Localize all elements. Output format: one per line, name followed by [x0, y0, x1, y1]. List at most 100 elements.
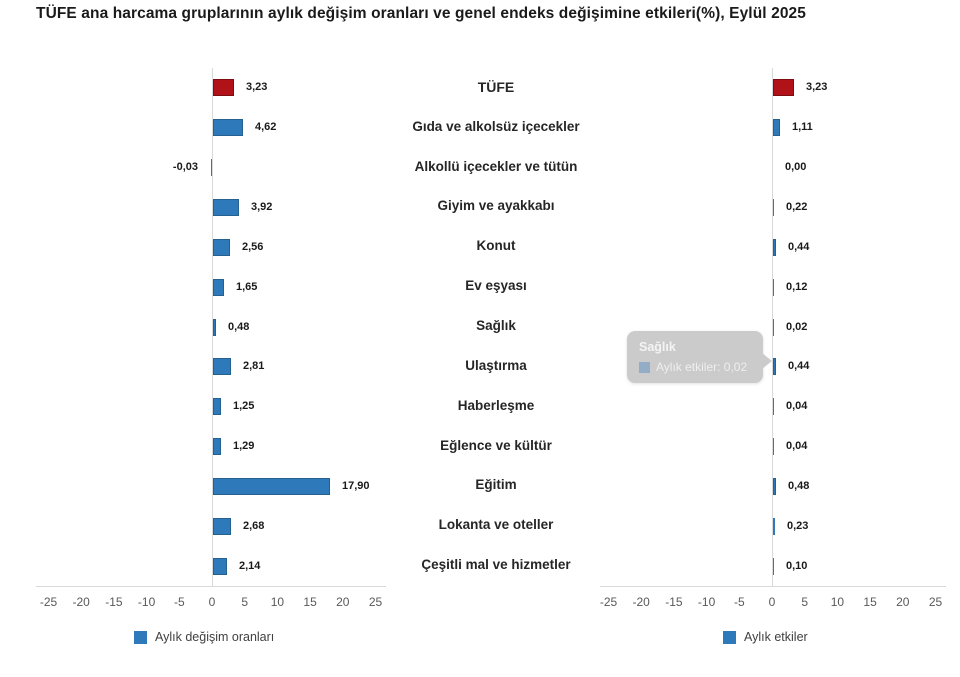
x-axis-tick-label: -10 — [697, 595, 716, 609]
category-label: Lokanta ve oteller — [438, 517, 554, 532]
x-axis-tick-label: -15 — [105, 595, 123, 609]
bar-value-label: 0,04 — [786, 400, 808, 412]
bar-value-label: 0,44 — [788, 241, 810, 253]
bar-left[interactable] — [213, 438, 221, 455]
bar-value-label: 17,90 — [342, 480, 370, 492]
category-label: Giyim ve ayakkabı — [437, 198, 555, 213]
bar-left[interactable] — [213, 199, 239, 216]
x-axis-tick-label: 20 — [896, 595, 910, 609]
bar-left[interactable] — [211, 159, 212, 176]
x-axis-tick-label: 5 — [801, 595, 809, 609]
category-label: Alkollü içecekler ve tütün — [414, 159, 578, 174]
bar-right[interactable] — [773, 279, 774, 296]
bar-value-label: 3,92 — [251, 201, 273, 213]
bar-value-label: 4,62 — [255, 121, 277, 133]
bar-value-label: 2,81 — [243, 360, 265, 372]
x-axis-tick-label: -25 — [39, 595, 58, 609]
bar-right[interactable] — [773, 438, 774, 455]
bar-value-label: 0,23 — [787, 520, 809, 532]
bar-value-label: 3,23 — [806, 81, 828, 93]
legend-label: Aylık etkiler — [744, 630, 808, 644]
legend-monthly-change[interactable]: Aylık değişim oranları — [134, 630, 274, 644]
bar-right[interactable] — [773, 358, 776, 375]
bar-left[interactable] — [213, 239, 230, 256]
x-axis-tick-label: 15 — [863, 595, 877, 609]
category-label: TÜFE — [477, 79, 515, 95]
bar-left[interactable] — [213, 119, 243, 136]
zero-gridline — [772, 68, 773, 586]
bar-right[interactable] — [773, 478, 776, 495]
category-label: Eğlence ve kültür — [440, 438, 552, 453]
bar-value-label: 1,65 — [236, 281, 258, 293]
x-axis-tick-label: -5 — [173, 595, 185, 609]
bar-value-label: 2,56 — [242, 241, 264, 253]
tooltip: Sağlık Aylık etkiler: 0,02 — [627, 331, 772, 383]
bar-right[interactable] — [773, 558, 774, 575]
bar-value-label: 0,02 — [786, 321, 808, 333]
zero-gridline — [212, 68, 213, 586]
category-label: Eğitim — [475, 477, 517, 492]
bar-left[interactable] — [213, 558, 227, 575]
bar-left[interactable] — [213, 319, 216, 336]
tooltip-row: Aylık etkiler: 0,02 — [639, 360, 751, 374]
x-axis-line — [600, 586, 946, 587]
x-axis-tick-label: 25 — [928, 595, 943, 609]
category-label: Gıda ve alkolsüz içecekler — [412, 119, 580, 134]
bar-left[interactable] — [213, 398, 221, 415]
bar-left[interactable] — [213, 358, 231, 375]
x-axis-tick-label: -25 — [599, 595, 618, 609]
x-axis-tick-label: -15 — [665, 595, 683, 609]
chart-title: TÜFE ana harcama gruplarının aylık değiş… — [36, 5, 806, 22]
category-label: Ulaştırma — [465, 358, 527, 373]
bar-value-label: 1,29 — [233, 440, 255, 452]
bar-right[interactable] — [773, 319, 774, 336]
bar-value-label: 0,12 — [786, 281, 808, 293]
legend-monthly-effect[interactable]: Aylık etkiler — [723, 630, 808, 644]
x-axis-tick-label: -20 — [632, 595, 650, 609]
legend-swatch-icon — [723, 630, 736, 644]
x-axis-tick-label: -5 — [733, 595, 745, 609]
bar-value-label: 3,23 — [246, 81, 268, 93]
bar-value-label: -0,03 — [172, 161, 198, 173]
legend-label: Aylık değişim oranları — [155, 630, 275, 644]
bar-value-label: 2,68 — [243, 520, 265, 532]
bar-right[interactable] — [773, 119, 780, 136]
tooltip-value: Aylık etkiler: 0,02 — [656, 360, 748, 374]
bar-right[interactable] — [773, 398, 774, 415]
x-axis-tick-label: -20 — [72, 595, 90, 609]
bar-left[interactable] — [213, 518, 231, 535]
category-label: Çeşitli mal ve hizmetler — [421, 557, 571, 572]
category-label: Ev eşyası — [465, 278, 527, 293]
bar-value-label: 1,11 — [792, 121, 813, 133]
x-axis-tick-label: 0 — [208, 595, 216, 609]
tufe-bar-right[interactable] — [773, 79, 794, 96]
x-axis-tick-label: 10 — [830, 595, 845, 609]
x-axis-tick-label: 0 — [768, 595, 776, 609]
bar-right[interactable] — [773, 518, 775, 535]
x-axis-line — [36, 586, 386, 587]
bar-value-label: 0,10 — [786, 560, 808, 572]
x-axis-tick-label: 25 — [368, 595, 383, 609]
bar-value-label: 0,04 — [786, 440, 808, 452]
bar-right[interactable] — [773, 199, 774, 216]
tooltip-category: Sağlık — [639, 340, 676, 354]
x-axis-tick-label: 20 — [336, 595, 350, 609]
x-axis-tick-label: 5 — [241, 595, 249, 609]
bar-value-label: 0,00 — [785, 161, 807, 173]
x-axis-tick-label: 15 — [303, 595, 317, 609]
bar-right[interactable] — [773, 239, 776, 256]
tooltip-series-swatch-icon — [639, 361, 650, 373]
x-axis-tick-label: 10 — [270, 595, 285, 609]
category-label: Sağlık — [476, 318, 516, 333]
bar-left[interactable] — [213, 478, 330, 495]
x-axis-tick-label: -10 — [137, 595, 156, 609]
bar-value-label: 0,44 — [788, 360, 810, 372]
legend-swatch-icon — [134, 630, 147, 644]
bar-value-label: 2,14 — [239, 560, 261, 572]
bar-value-label: 1,25 — [233, 400, 255, 412]
bar-left[interactable] — [213, 279, 224, 296]
bar-value-label: 0,48 — [788, 480, 810, 492]
bar-value-label: 0,22 — [786, 201, 808, 213]
tufe-bar-left[interactable] — [213, 79, 234, 96]
